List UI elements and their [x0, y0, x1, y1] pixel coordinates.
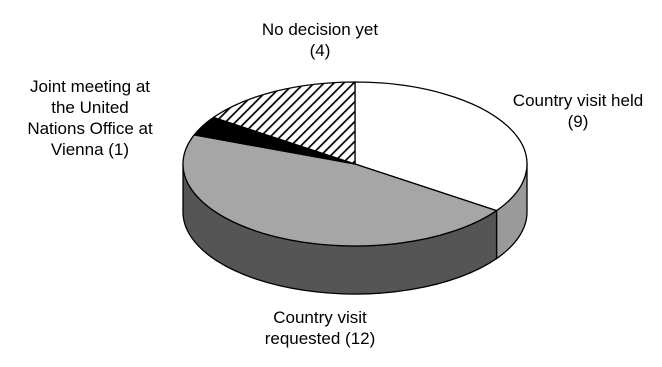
data-label-country-visit-held-9: Country visit held (9) [513, 91, 643, 131]
pie-slices [182, 81, 528, 247]
pie-slice-country-visit-requested-12 [182, 134, 498, 247]
pie-slice-country-visit-held-9 [354, 81, 528, 212]
data-label-country-visit-requested-12: Country visit requested (12) [265, 308, 376, 348]
data-label-joint-meeting-at-the-united-nations-office-at-vienna-1: Joint meeting at the United Nations Office… [27, 77, 153, 159]
data-label-no-decision-yet-4: No decision yet (4) [262, 20, 379, 60]
pie-slice-no-decision-yet-4 [212, 81, 356, 165]
pie-labels: Country visit held (9) Country visit reques… [27, 20, 643, 348]
